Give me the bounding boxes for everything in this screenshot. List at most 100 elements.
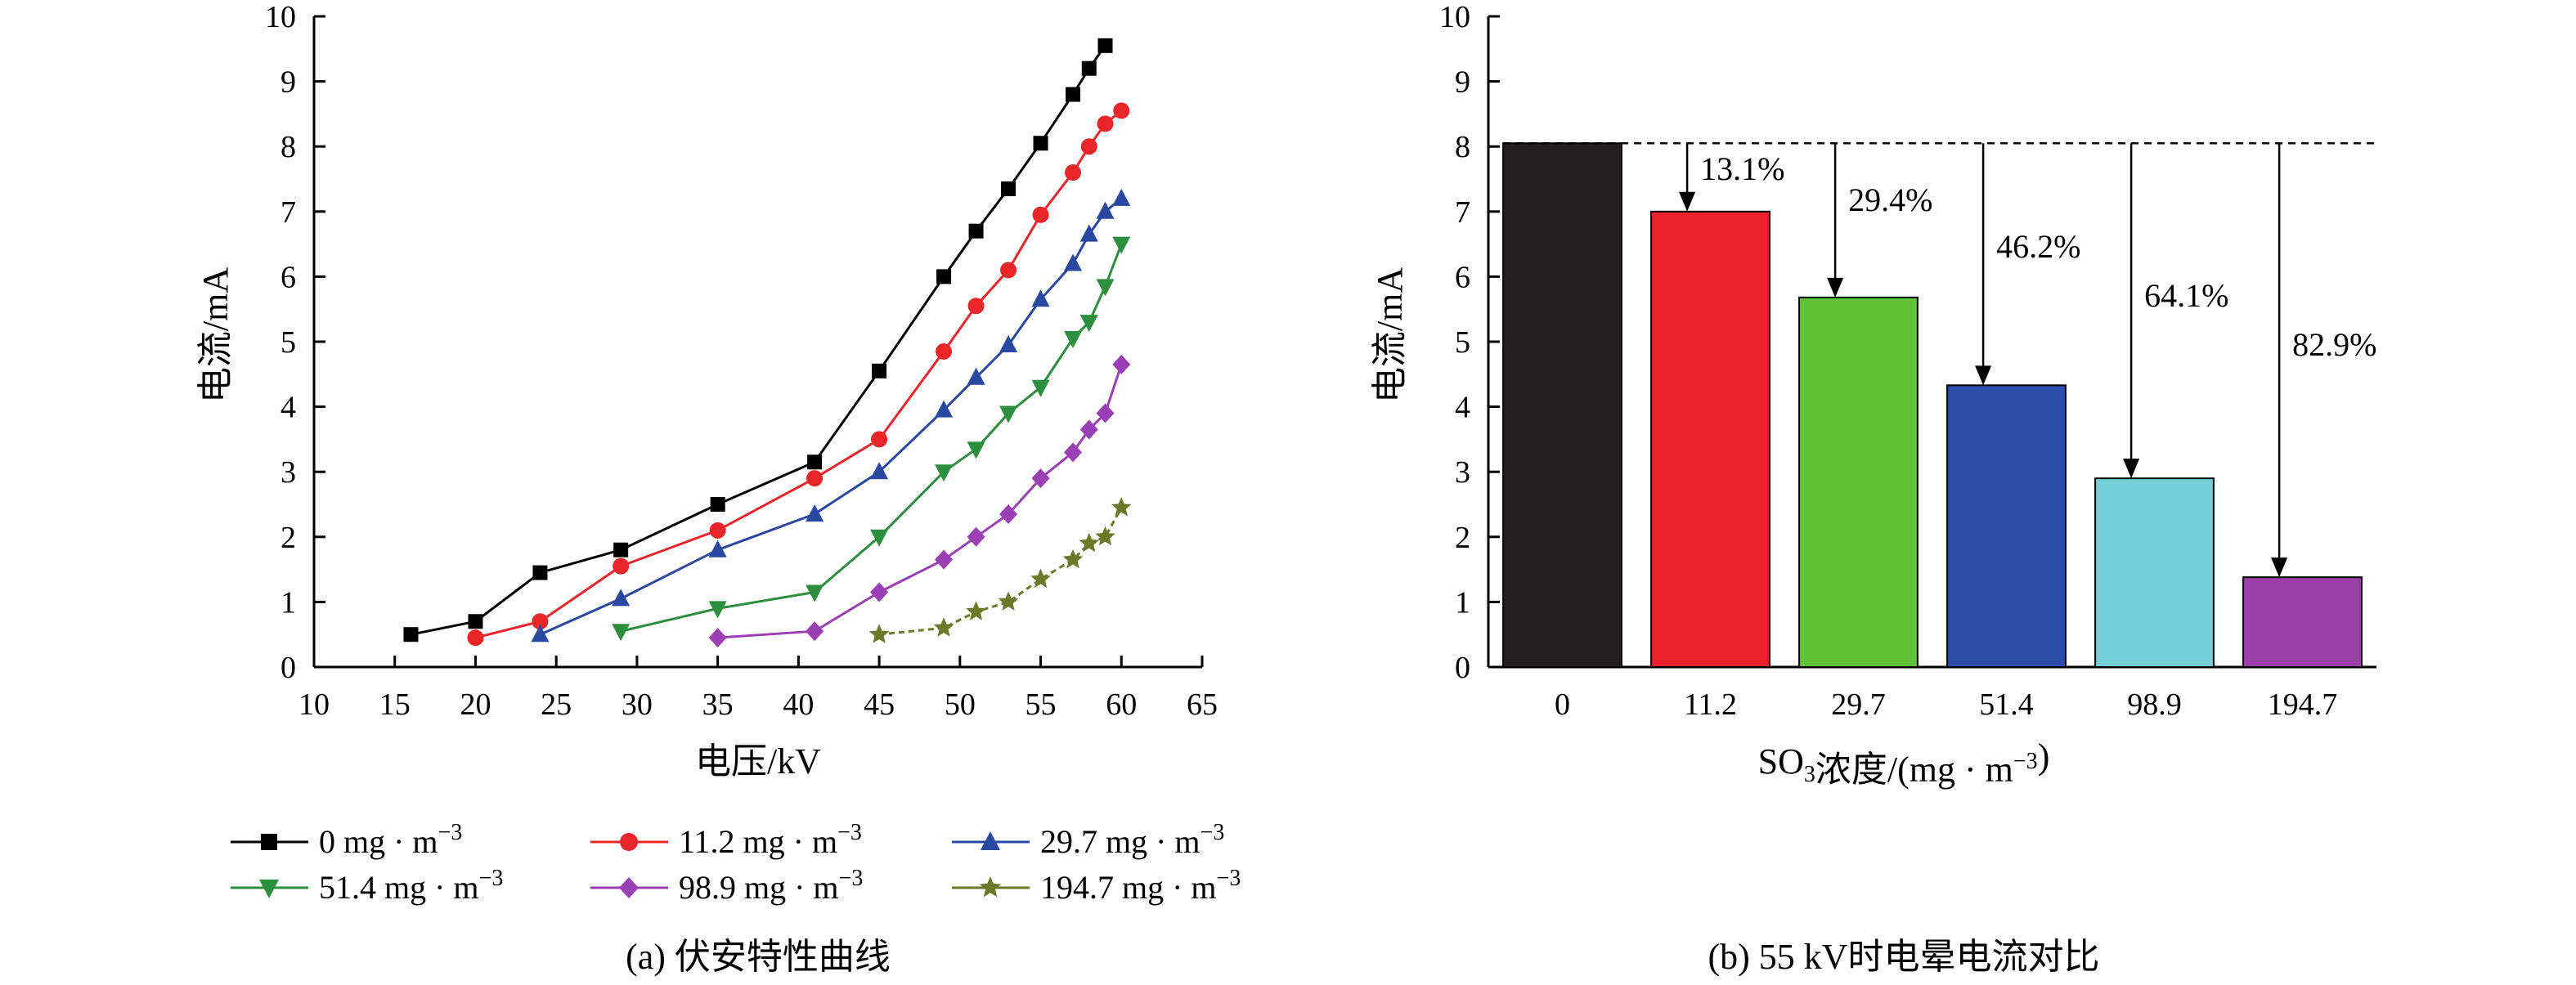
data-point	[1031, 379, 1050, 397]
chart-a-legend: 0 mg · m−3 11.2 mg · m−3 29.7 mg · m−3 51.4…	[231, 820, 1241, 906]
legend-label: 29.7 mg · m−3	[1040, 820, 1224, 860]
data-point	[1079, 419, 1098, 440]
data-point	[532, 565, 548, 580]
chart-b-x-axis-title: SO3浓度/(mg · m−3)	[1758, 737, 2050, 790]
x-tick-label: 40	[783, 687, 814, 722]
y-tick-label: 6	[280, 260, 296, 294]
y-tick-label: 0	[1455, 651, 1470, 685]
x-tick-label: 55	[1025, 687, 1057, 722]
y-tick-label: 9	[280, 65, 296, 100]
chart-a-x-axis-title: 电压/kV	[695, 741, 821, 781]
series-line	[531, 188, 1131, 642]
legend-entry: 29.7 mg · m−3	[952, 820, 1224, 860]
x-tick-label: 11.2	[1684, 687, 1737, 722]
legend-label: 51.4 mg · m−3	[319, 866, 503, 906]
data-point	[1065, 164, 1082, 181]
data-point	[999, 405, 1018, 423]
bar	[1650, 210, 1770, 668]
data-point	[870, 462, 889, 480]
x-tick-label: 35	[702, 687, 734, 722]
data-point	[1079, 532, 1100, 553]
chart-b-axes	[1487, 15, 2376, 669]
y-tick-label: 8	[1455, 130, 1470, 164]
data-point	[531, 625, 550, 642]
chart-a-axes	[312, 15, 1204, 669]
data-point	[1031, 468, 1050, 489]
data-point	[403, 627, 419, 642]
data-point	[1112, 188, 1131, 206]
data-point	[806, 470, 824, 487]
data-point	[1064, 253, 1083, 271]
legend-marker	[261, 834, 277, 850]
y-tick-label: 1	[280, 585, 296, 620]
series-line	[403, 38, 1113, 642]
data-point	[467, 629, 484, 647]
data-point	[936, 343, 953, 360]
x-tick-label: 98.9	[2127, 687, 2182, 722]
data-point	[709, 522, 726, 539]
data-point	[872, 363, 887, 378]
arrow-head	[1827, 277, 1844, 298]
corona-current-bar-chart: 0 1 2 3 4 5 6 7 8 9 10 0 11.2 29.7 51.4 98.9 194.7 13.1%…	[1370, 0, 2376, 977]
y-tick-label: 2	[1455, 521, 1470, 555]
data-point	[1096, 279, 1115, 297]
legend-marker	[620, 833, 638, 851]
arrow-head	[1679, 191, 1696, 212]
data-point	[936, 269, 952, 284]
data-point	[1001, 181, 1016, 196]
data-point	[1079, 315, 1098, 333]
x-tick-label: 20	[460, 687, 491, 722]
legend-entry: 0 mg · m−3	[231, 820, 462, 860]
data-point	[1064, 442, 1083, 463]
x-tick-label: 15	[379, 687, 411, 722]
data-point	[1033, 136, 1048, 151]
data-point	[807, 454, 823, 470]
reduction-label: 46.2%	[1996, 228, 2080, 265]
data-point	[1095, 526, 1115, 546]
series-line	[708, 354, 1131, 648]
data-point	[1113, 102, 1130, 119]
data-point	[1112, 354, 1131, 374]
y-tick-label: 0	[280, 651, 296, 685]
legend-entry: 51.4 mg · m−3	[231, 866, 503, 906]
x-tick-label: 25	[541, 687, 572, 722]
data-point	[999, 504, 1018, 524]
data-point	[532, 613, 549, 630]
x-tick-label: 60	[1106, 687, 1137, 722]
data-point	[1000, 262, 1017, 279]
legend-label: 194.7 mg · m−3	[1040, 866, 1241, 906]
legend-marker	[619, 877, 639, 898]
y-tick-label: 3	[1455, 455, 1470, 490]
data-point	[1064, 331, 1083, 349]
data-point	[1097, 38, 1113, 53]
x-tick-label: 10	[298, 687, 330, 722]
data-point	[968, 223, 984, 239]
bar	[2094, 477, 2215, 668]
data-point	[708, 628, 727, 648]
series-line	[868, 497, 1132, 643]
data-point	[1062, 548, 1084, 569]
x-tick-label: 50	[945, 687, 976, 722]
series-path	[717, 364, 1123, 639]
arrow-head	[2123, 459, 2140, 479]
data-point	[998, 591, 1019, 611]
bar	[2242, 576, 2363, 668]
arrow-head	[2271, 557, 2288, 578]
data-point	[613, 542, 629, 557]
data-point	[933, 617, 954, 637]
y-tick-label: 2	[280, 521, 296, 555]
chart-a-caption: (a) 伏安特性曲线	[626, 937, 891, 977]
legend-entry: 11.2 mg · m−3	[590, 820, 862, 860]
series-path	[475, 110, 1123, 639]
x-tick-label: 194.7	[2268, 687, 2338, 722]
reduction-arrow: 46.2%	[1975, 143, 2080, 386]
reduction-label: 13.1%	[1700, 150, 1784, 187]
data-point	[1031, 289, 1050, 307]
x-tick-label: 29.7	[1831, 687, 1886, 722]
series-line	[612, 236, 1131, 642]
legend-marker	[979, 876, 1002, 898]
y-tick-label: 7	[280, 195, 296, 230]
data-point	[1081, 60, 1097, 76]
chart-b-y-axis-title: 电流/mA	[1370, 267, 1410, 403]
